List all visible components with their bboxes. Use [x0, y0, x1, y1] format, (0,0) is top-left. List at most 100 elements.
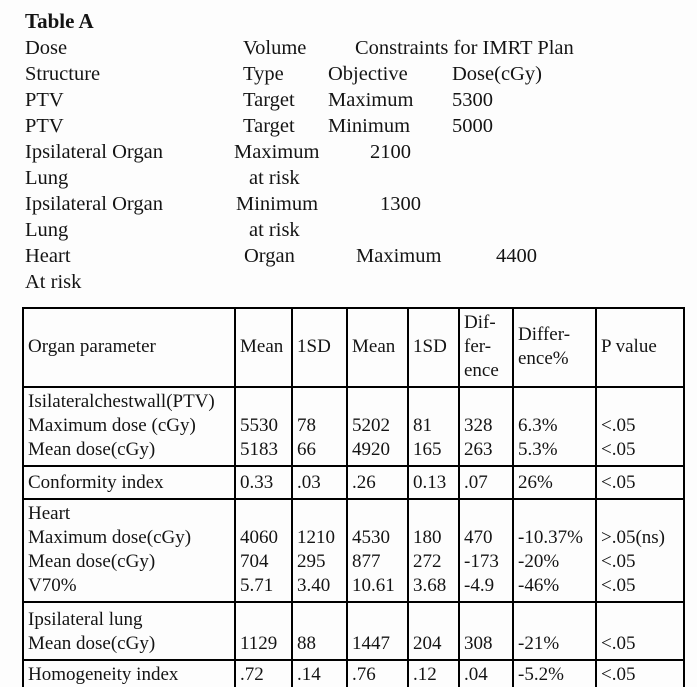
preamble-text: Constraints for IMRT Plan — [355, 37, 574, 59]
value-cell: .14 — [291, 659, 348, 687]
preamble-text: Maximum — [356, 245, 442, 267]
value-cell: 1447 — [346, 601, 409, 661]
preamble-line: Lung at risk — [0, 217, 697, 243]
value-cell: 88 — [291, 601, 348, 661]
column-header: Differ-ence% — [512, 307, 597, 388]
table-row: Homogeneity index .72.14.76.12.04 -5.2% <.0… — [22, 659, 685, 687]
document-page: Table A Dose Volume Constraints for IMRT P… — [0, 8, 697, 687]
value-cell: .04 — [458, 659, 514, 687]
preamble-text: 5000 — [452, 115, 493, 137]
preamble-text: 4400 — [496, 245, 537, 267]
column-header: Dif-fer-ence — [458, 307, 514, 388]
organ-parameter-cell: Heart Maximum dose(cGy) Mean dose(cGy) V70% — [22, 498, 236, 603]
preamble-text: Maximum — [328, 89, 414, 111]
value-cell: 0.13 — [407, 465, 460, 500]
preamble-line: Lung at risk — [0, 165, 697, 191]
preamble-text: at risk — [249, 167, 300, 189]
header-row: Organ parameter Mean 1SD Mean 1SD Dif-fer-enc… — [22, 307, 685, 388]
value-cell: -5.2% — [512, 659, 597, 687]
column-header: P value — [595, 307, 685, 388]
value-cell: .07 — [458, 465, 514, 500]
column-header: Mean — [234, 307, 293, 388]
value-cell: -21% — [512, 601, 597, 661]
organ-parameter-cell: Ipsilateral lung Mean dose(cGy) — [22, 601, 236, 661]
preamble-line: Ipsilateral Organ Minimum 1300 — [0, 191, 697, 217]
value-cell: 4060 704 5.71 — [234, 498, 293, 603]
table-body: Isilateralchestwall(PTV) Maximum dose (cG… — [22, 386, 685, 687]
preamble-text: Structure — [25, 63, 101, 85]
preamble-text: Target — [243, 89, 295, 111]
value-cell: 26% — [512, 465, 597, 500]
column-header: Organ parameter — [22, 307, 236, 388]
preamble-line: Ipsilateral Organ Maximum 2100 — [0, 139, 697, 165]
value-cell: <.05 — [595, 465, 685, 500]
value-cell: 1129 — [234, 601, 293, 661]
preamble-text: Dose — [25, 37, 68, 59]
preamble-text: 5300 — [452, 89, 493, 111]
value-cell: .03 — [291, 465, 348, 500]
preamble-text: Ipsilateral Organ — [25, 141, 163, 163]
preamble-text: PTV — [25, 115, 64, 137]
value-cell: 6.3% 5.3% — [512, 386, 597, 467]
column-header: 1SD — [407, 307, 460, 388]
table-row: Ipsilateral lung Mean dose(cGy) 1129 88 1447… — [22, 601, 685, 661]
preamble-text: Objective — [328, 63, 408, 85]
constraints-results-table: Organ parameter Mean 1SD Mean 1SD Dif-fer-enc… — [22, 307, 685, 687]
preamble-text: Organ — [244, 245, 295, 267]
preamble-line: PTV Target Minimum 5000 — [0, 113, 697, 139]
preamble-text: Lung — [25, 219, 69, 241]
value-cell: 4530 877 10.61 — [346, 498, 409, 603]
preamble-line: Structure Type Objective Dose(cGy) — [0, 61, 697, 87]
value-cell: -10.37% -20% -46% — [512, 498, 597, 603]
organ-parameter-cell: Isilateralchestwall(PTV) Maximum dose (cG… — [22, 386, 236, 467]
value-cell: .72 — [234, 659, 293, 687]
value-cell: 1210 295 3.40 — [291, 498, 348, 603]
preamble-line: Dose Volume Constraints for IMRT Plan — [0, 35, 697, 61]
preamble-text: Maximum — [234, 141, 320, 163]
value-cell: 5202 4920 — [346, 386, 409, 467]
page-title: Table A — [25, 9, 94, 33]
value-cell: <.05 — [595, 659, 685, 687]
preamble-text: Lung — [25, 167, 69, 189]
organ-parameter-cell: Homogeneity index — [22, 659, 236, 687]
preamble-text: PTV — [25, 89, 64, 111]
value-cell: 5530 5183 — [234, 386, 293, 467]
value-cell: 81 165 — [407, 386, 460, 467]
preamble-text: Target — [243, 115, 295, 137]
organ-parameter-cell: Conformity index — [22, 465, 236, 500]
value-cell: <.05 — [595, 601, 685, 661]
preamble-line: PTV Target Maximum 5300 — [0, 87, 697, 113]
preamble-text: Volume — [243, 37, 307, 59]
column-header: Mean — [346, 307, 409, 388]
value-cell: 180 272 3.68 — [407, 498, 460, 603]
value-cell: 308 — [458, 601, 514, 661]
value-cell: 470 -173 -4.9 — [458, 498, 514, 603]
value-cell: 0.33 — [234, 465, 293, 500]
preamble-line: Heart Organ Maximum 4400 — [0, 243, 697, 269]
preamble-text: Type — [243, 63, 284, 85]
preamble-text: Heart — [25, 245, 71, 267]
table-row: Conformity index 0.33.03.26 0.13.07 26% <.05 — [22, 465, 685, 500]
column-header: 1SD — [291, 307, 348, 388]
preamble-text: Dose(cGy) — [452, 63, 542, 85]
value-cell: .76 — [346, 659, 409, 687]
value-cell: 204 — [407, 601, 460, 661]
value-cell: 78 66 — [291, 386, 348, 467]
value-cell: .26 — [346, 465, 409, 500]
preamble-text: Minimum — [328, 115, 411, 137]
preamble-text: Minimum — [236, 193, 319, 215]
preamble-text: 1300 — [380, 193, 421, 215]
preamble-line: At risk — [0, 269, 697, 295]
preamble-text: at risk — [249, 219, 300, 241]
table-row: Heart Maximum dose(cGy) Mean dose(cGy) V70%… — [22, 498, 685, 603]
value-cell: <.05 <.05 — [595, 386, 685, 467]
value-cell: .12 — [407, 659, 460, 687]
value-cell: >.05(ns) <.05 <.05 — [595, 498, 685, 603]
table-header: Organ parameter Mean 1SD Mean 1SD Dif-fer-enc… — [22, 307, 685, 388]
preamble-text: Ipsilateral Organ — [25, 193, 163, 215]
value-cell: 328 263 — [458, 386, 514, 467]
preamble-text: At risk — [25, 271, 82, 293]
table-row: Isilateralchestwall(PTV) Maximum dose (cG… — [22, 386, 685, 467]
preamble: Dose Volume Constraints for IMRT Plan Struc… — [0, 35, 697, 295]
preamble-text: 2100 — [370, 141, 411, 163]
